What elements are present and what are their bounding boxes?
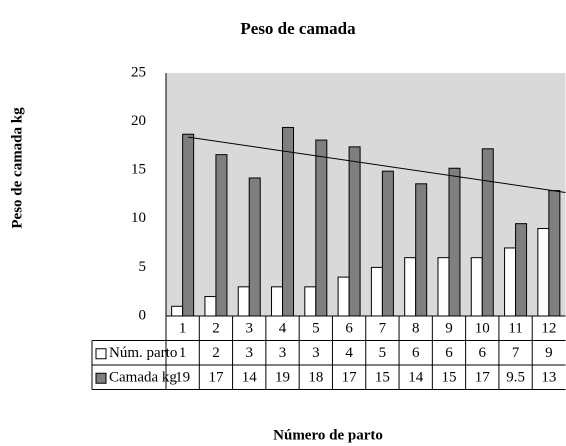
table-value: 19 [275,370,290,386]
table-value: 9.5 [506,370,525,386]
table-value: 6 [412,345,420,361]
table-value: 15 [441,370,456,386]
table-value: 17 [208,370,224,386]
bar [348,146,361,317]
table-value: 9 [545,345,553,361]
bar [415,183,428,317]
bar [304,286,317,317]
bar [237,286,250,317]
table-value: 17 [475,370,491,386]
table-value: 18 [308,370,323,386]
table-value: 7 [512,345,520,361]
bar [204,296,217,317]
y-axis-title: Peso de camada kg [9,107,25,229]
x-tick-label: 10 [475,321,490,337]
table-value: 13 [541,370,556,386]
y-tick-label: 5 [139,259,147,275]
x-tick-label: 2 [212,321,220,337]
bar [182,133,195,317]
legend-label: Camada kg [109,370,177,386]
plot-area [166,73,566,316]
bar [537,228,550,317]
x-tick-label: 12 [541,321,556,337]
bar [381,170,394,317]
table-value: 6 [445,345,453,361]
bar [370,266,383,317]
y-tick-label: 20 [131,113,146,129]
bar [481,148,494,317]
table-value: 2 [212,345,220,361]
y-tick-label: 10 [131,210,146,226]
x-tick-label: 8 [412,321,420,337]
table-value: 17 [342,370,358,386]
bar [282,126,295,317]
table-value: 3 [279,345,287,361]
table-value: 5 [379,345,387,361]
table-value: 15 [375,370,390,386]
bar [470,257,483,317]
chart-title: Peso de camada [240,19,356,38]
x-tick-label: 4 [279,321,287,337]
table-value: 1 [179,345,187,361]
bar [315,139,328,317]
bar [515,223,528,317]
table-value: 14 [242,370,258,386]
bar [448,167,461,317]
bar [437,257,450,317]
x-tick-label: 7 [379,321,387,337]
table-value: 14 [408,370,424,386]
x-tick-label: 3 [245,321,253,337]
bar [271,286,284,317]
bar [215,154,228,317]
x-tick-label: 5 [312,321,320,337]
table-value: 3 [312,345,320,361]
legend-key [95,348,107,360]
bar [337,276,350,317]
legend-key [95,372,107,384]
x-tick-label: 6 [345,321,353,337]
table-value: 6 [479,345,487,361]
table-value: 19 [175,370,190,386]
y-tick-label: 15 [131,162,146,178]
bar [171,305,184,317]
x-axis-title: Número de parto [273,427,383,443]
bar [248,177,261,317]
x-tick-label: 9 [445,321,453,337]
bar [548,190,561,317]
legend-label: Núm. parto [109,345,177,361]
bar [504,247,517,317]
trendline [188,136,566,193]
table-value: 4 [345,345,353,361]
x-tick-label: 1 [179,321,187,337]
x-tick-label: 11 [508,321,522,337]
y-tick-label: 25 [131,64,146,80]
y-tick-label: 0 [139,307,147,323]
bar [404,257,417,317]
table-value: 3 [245,345,253,361]
